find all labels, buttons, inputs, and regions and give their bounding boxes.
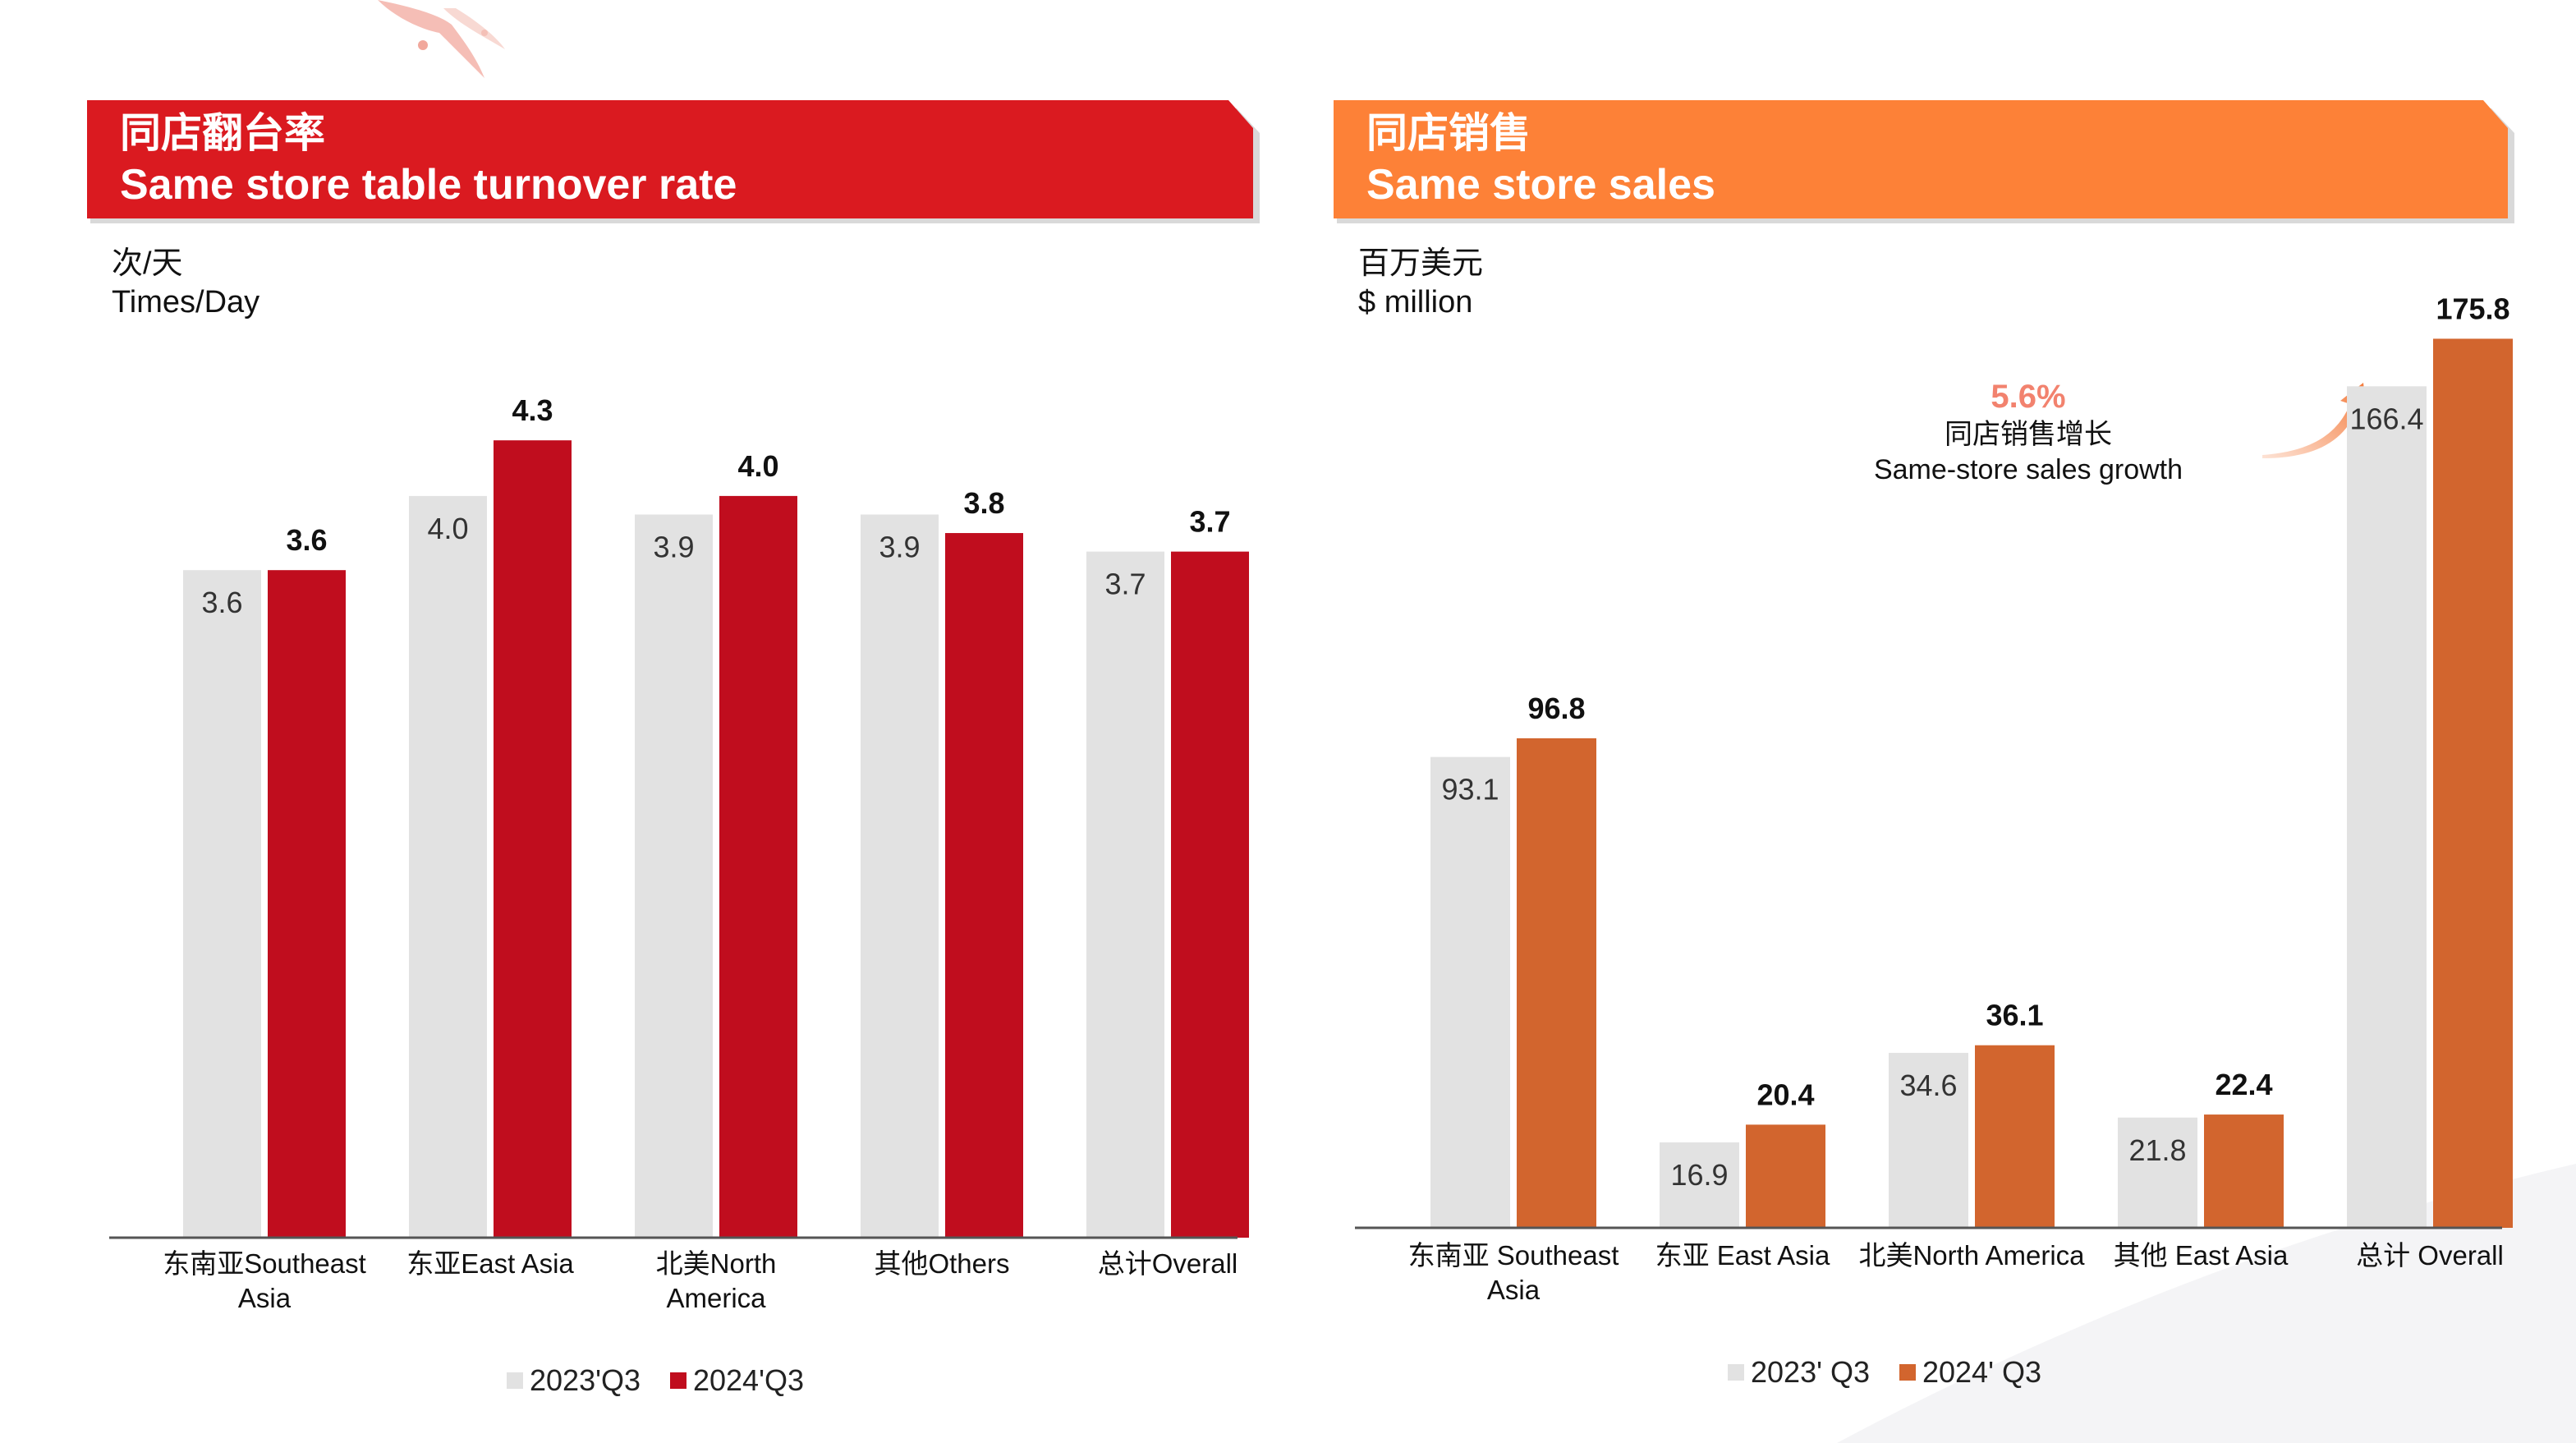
bar-2023 [183,570,261,1238]
category-label: Asia [238,1283,292,1313]
right-title-cn: 同店销售 [1366,110,1531,156]
bar-2024 [1975,1045,2055,1228]
bar-2023 [635,514,713,1238]
bar-2024 [1517,738,1596,1228]
legend-label: 2023' Q3 [1751,1355,1870,1389]
growth-annotation: 5.6% 同店销售增长 Same-store sales growth [1839,376,2217,487]
bar-2023 [861,514,939,1238]
right-title-banner: 同店销售 Same store sales [1334,100,2516,223]
legend-item-2024: 2024'Q3 [669,1363,804,1398]
left-unit-label: 次/天 Times/Day [112,245,259,322]
data-label-2023: 16.9 [1670,1158,1728,1192]
legend-label: 2024'Q3 [692,1363,804,1397]
corner-decoration [1837,1164,2576,1443]
data-label-2024: 36.1 [1986,999,2043,1032]
left-unit-cn: 次/天 [112,246,183,281]
bar-2024 [268,570,346,1238]
growth-label-en: Same-store sales growth [1873,453,2183,485]
category-label: 北美North [656,1248,777,1279]
right-legend: 2023' Q3 2024' Q3 [1728,1355,2071,1390]
left-title-en: Same store table turnover rate [120,161,737,209]
left-legend: 2023'Q3 2024'Q3 [507,1363,833,1398]
category-label: 其他 East Asia [2114,1240,2289,1271]
category-label: 其他Others [874,1248,1009,1279]
category-label: 总计 Overall [2356,1240,2504,1271]
category-label: Asia [1487,1275,1541,1305]
bar-2024 [1171,551,1249,1238]
category-label: 东亚East Asia [406,1248,574,1279]
legend-swatch-2023 [507,1372,523,1389]
bar-2024 [1746,1124,1825,1228]
data-label-2024: 3.6 [286,523,327,557]
category-label: America [666,1283,766,1313]
data-label-2023: 34.6 [1899,1068,1957,1102]
data-label-2024: 175.8 [2436,292,2509,325]
right-unit-label: 百万美元 $ million [1358,245,1483,322]
data-label-2023: 21.8 [2128,1133,2186,1167]
banner-shape [1334,100,2514,223]
bar-2023 [1430,756,1510,1228]
right-unit-en: $ million [1358,285,1473,319]
bar-2023 [1889,1052,1968,1228]
bar-2024 [2204,1114,2284,1228]
data-label-2023: 3.6 [201,586,242,619]
category-label: 北美North America [1858,1240,2085,1271]
data-label-2024: 4.3 [512,393,553,427]
bar-2023 [2118,1117,2197,1228]
growth-label-cn: 同店销售增长 [1945,419,2112,450]
bar-2024 [719,495,797,1238]
bar-2024 [494,440,572,1238]
legend-item-2023: 2023'Q3 [507,1363,641,1398]
legend-item-2024: 2024' Q3 [1899,1355,2041,1390]
bar-2023 [1086,551,1164,1238]
legend-label: 2023'Q3 [530,1363,641,1397]
category-label: 东南亚 Southeast [1408,1240,1619,1271]
category-label: 东亚 East Asia [1655,1240,1830,1271]
bar-2023 [409,495,487,1238]
left-unit-en: Times/Day [112,285,260,319]
data-label-2023: 3.7 [1104,568,1146,601]
data-label-2024: 96.8 [1527,692,1585,725]
legend-item-2023: 2023' Q3 [1728,1355,1870,1390]
bar-2023 [1660,1142,1739,1228]
data-label-2023: 4.0 [427,512,468,545]
category-label: 总计Overall [1098,1248,1238,1279]
bar-2024 [2433,338,2513,1228]
left-title-cn: 同店翻台率 [120,110,325,156]
growth-percent: 5.6% [1991,379,2066,415]
bar-2024 [945,533,1023,1238]
category-label: 东南亚Southeast [163,1248,366,1279]
data-label-2023: 93.1 [1441,773,1499,807]
data-label-2023: 166.4 [2349,402,2423,435]
data-label-2023: 3.9 [879,530,920,563]
brush-stroke-decoration [378,0,505,78]
legend-swatch-2023 [1728,1364,1744,1381]
right-title-en: Same store sales [1366,161,1715,209]
data-label-2024: 3.7 [1189,505,1230,539]
bar-2023 [2347,386,2427,1229]
data-label-2024: 20.4 [1756,1078,1814,1111]
left-title-banner: 同店翻台率 Same store table turnover rate [87,100,1261,223]
banner-shape [87,100,1260,223]
data-label-2024: 4.0 [737,449,778,483]
data-label-2024: 3.8 [963,486,1004,520]
data-label-2024: 22.4 [2215,1068,2272,1101]
legend-label: 2024' Q3 [1922,1355,2041,1389]
legend-swatch-2024 [669,1372,686,1389]
legend-swatch-2024 [1899,1364,1916,1381]
right-unit-cn: 百万美元 [1358,246,1484,281]
data-label-2023: 3.9 [653,530,694,563]
